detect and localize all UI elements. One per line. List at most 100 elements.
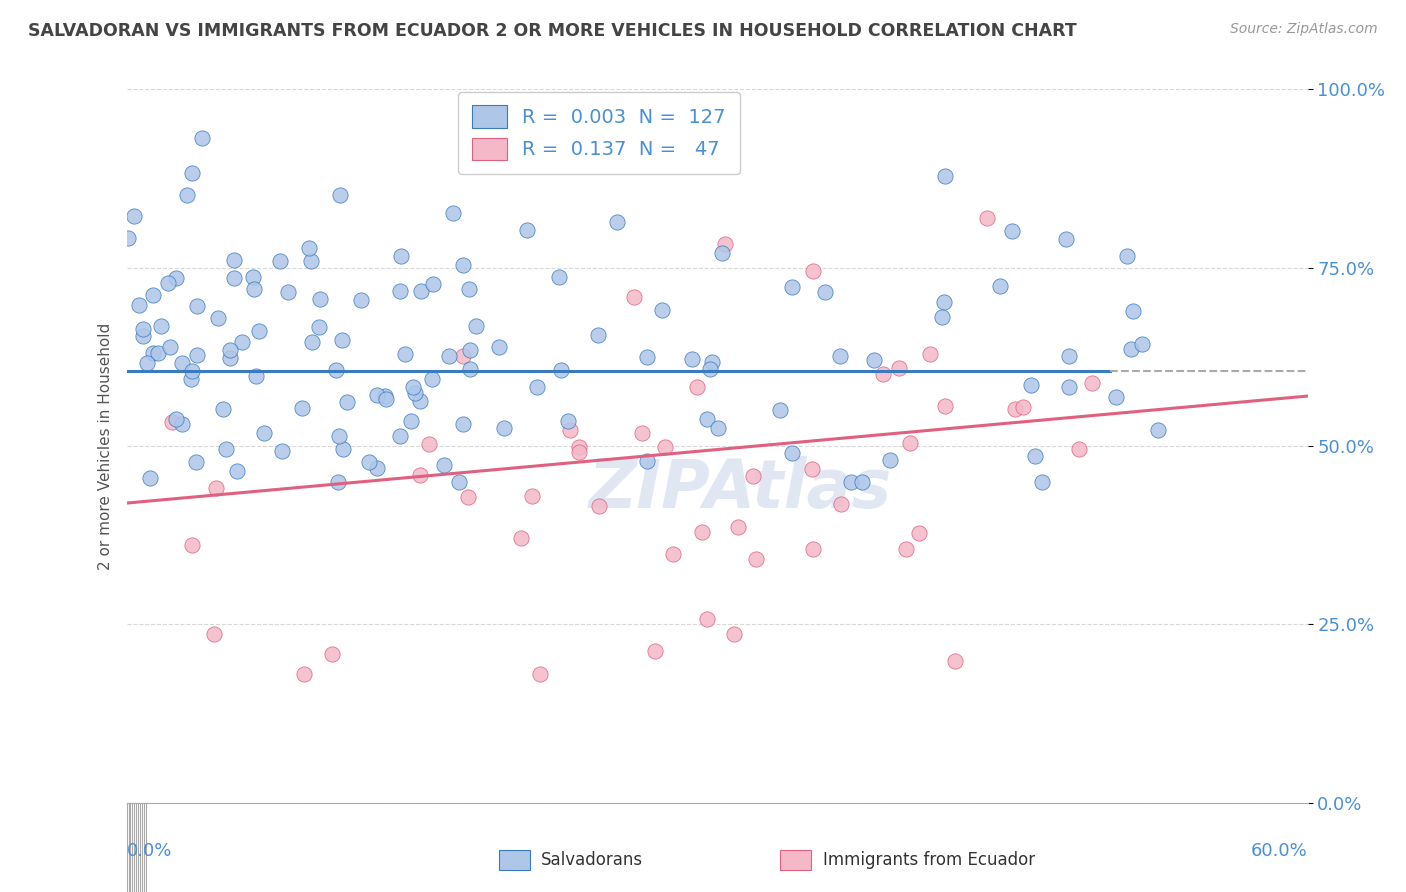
Point bbox=[350, 293, 373, 307]
Point bbox=[166, 412, 188, 426]
Point bbox=[330, 333, 353, 347]
Point bbox=[242, 269, 264, 284]
Point bbox=[801, 542, 824, 557]
Point bbox=[389, 250, 412, 264]
Point bbox=[702, 355, 724, 369]
Point bbox=[516, 223, 538, 237]
Point bbox=[180, 166, 202, 180]
Point bbox=[418, 436, 440, 450]
Point bbox=[357, 455, 380, 469]
Point bbox=[247, 324, 270, 338]
Point bbox=[202, 627, 225, 641]
Point bbox=[887, 361, 910, 376]
Point bbox=[374, 389, 396, 403]
Point bbox=[1147, 424, 1170, 438]
Point bbox=[568, 445, 591, 459]
Point bbox=[1080, 376, 1102, 390]
Point bbox=[686, 380, 709, 394]
Point bbox=[299, 253, 322, 268]
Point bbox=[226, 464, 249, 478]
Point bbox=[780, 446, 803, 460]
Text: 60.0%: 60.0% bbox=[1251, 842, 1308, 860]
Point bbox=[745, 552, 768, 566]
Point bbox=[588, 328, 610, 343]
Point bbox=[336, 395, 359, 409]
Point bbox=[191, 131, 214, 145]
Point bbox=[277, 285, 299, 299]
Point bbox=[411, 285, 433, 299]
Point bbox=[224, 252, 246, 267]
Point bbox=[159, 340, 181, 354]
Point bbox=[780, 279, 803, 293]
Point bbox=[900, 436, 922, 450]
Point bbox=[449, 475, 471, 489]
Point bbox=[176, 187, 198, 202]
Point bbox=[623, 290, 645, 304]
Point bbox=[451, 349, 474, 363]
Point bbox=[710, 246, 733, 260]
Point bbox=[321, 648, 343, 662]
Point bbox=[180, 372, 202, 386]
Point bbox=[291, 401, 314, 415]
Point bbox=[588, 500, 610, 514]
Point bbox=[696, 612, 718, 626]
Point bbox=[207, 311, 229, 326]
Point bbox=[529, 667, 551, 681]
Point bbox=[1069, 442, 1091, 457]
Point bbox=[366, 388, 388, 402]
Point bbox=[404, 385, 426, 400]
Point bbox=[943, 654, 966, 668]
Point bbox=[801, 263, 824, 277]
Point bbox=[976, 211, 998, 225]
Point bbox=[520, 489, 543, 503]
Point bbox=[690, 524, 713, 539]
Point bbox=[409, 393, 432, 408]
Point bbox=[309, 293, 332, 307]
Point bbox=[122, 209, 145, 223]
Point bbox=[218, 343, 240, 358]
Point bbox=[451, 259, 474, 273]
Text: Source: ZipAtlas.com: Source: ZipAtlas.com bbox=[1230, 22, 1378, 37]
Point bbox=[661, 547, 683, 561]
Text: ZIPAtlas: ZIPAtlas bbox=[589, 456, 893, 522]
Point bbox=[142, 346, 165, 360]
Point bbox=[453, 417, 475, 431]
Legend: R =  0.003  N =  127, R =  0.137  N =   47: R = 0.003 N = 127, R = 0.137 N = 47 bbox=[458, 92, 740, 174]
Point bbox=[215, 442, 238, 456]
Point bbox=[723, 626, 745, 640]
Point bbox=[934, 399, 956, 413]
Point bbox=[457, 282, 479, 296]
Point bbox=[550, 363, 572, 377]
Point bbox=[394, 347, 416, 361]
Point bbox=[830, 349, 852, 363]
Point bbox=[934, 295, 956, 310]
Point bbox=[245, 369, 267, 384]
Point bbox=[830, 497, 852, 511]
Point bbox=[681, 352, 703, 367]
Point bbox=[328, 429, 350, 443]
Point bbox=[160, 415, 183, 429]
Point bbox=[165, 271, 187, 285]
Point bbox=[492, 420, 515, 434]
Point bbox=[136, 356, 159, 370]
Point bbox=[1104, 390, 1126, 404]
Point bbox=[1130, 337, 1153, 351]
Point bbox=[181, 364, 204, 378]
Point bbox=[150, 318, 173, 333]
Point bbox=[654, 440, 676, 454]
Point bbox=[301, 335, 323, 350]
Point bbox=[186, 348, 208, 362]
Point bbox=[1119, 342, 1142, 356]
Text: 0.0%: 0.0% bbox=[127, 842, 172, 860]
Point bbox=[441, 206, 464, 220]
Point bbox=[219, 351, 242, 366]
Point bbox=[128, 298, 150, 312]
Point bbox=[432, 458, 454, 472]
Point bbox=[742, 468, 765, 483]
Point bbox=[458, 343, 481, 358]
Point bbox=[651, 302, 673, 317]
Point bbox=[186, 300, 208, 314]
Point bbox=[1019, 378, 1042, 392]
Point bbox=[560, 423, 582, 437]
Point bbox=[298, 241, 321, 255]
